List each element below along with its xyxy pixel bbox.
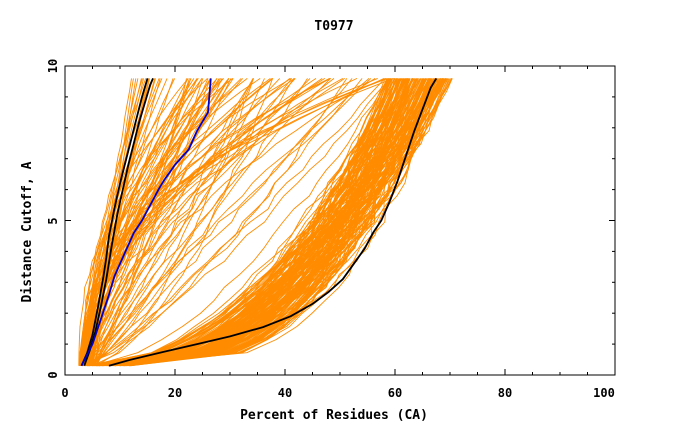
model-curve-middle — [92, 78, 308, 367]
y-axis-label: Distance Cutoff, A — [20, 161, 35, 302]
model-curve-dense — [96, 78, 414, 367]
model-curve-middle — [88, 78, 261, 366]
model-curve-dense — [108, 78, 406, 367]
y-tick-label-5: 5 — [46, 217, 60, 224]
model-curve-middle — [87, 77, 330, 366]
model-curve-dense — [110, 78, 441, 367]
model-curve-middle — [78, 78, 233, 366]
model-curve-dense — [92, 78, 402, 367]
x-tick-label-20: 20 — [168, 386, 182, 400]
model-curve-middle — [95, 78, 254, 366]
model-curve-dense — [105, 78, 430, 367]
x-tick-label-40: 40 — [278, 386, 292, 400]
black-model-1 — [83, 78, 154, 367]
model-curve-middle — [90, 78, 254, 367]
model-curve-middle — [95, 78, 281, 366]
black-model-2 — [80, 78, 149, 367]
x-tick-label-60: 60 — [388, 386, 402, 400]
model-curve-middle — [82, 78, 348, 367]
model-curve-middle — [81, 78, 391, 367]
model-curve-middle — [79, 78, 372, 366]
series-layer — [78, 77, 453, 367]
model-curve-middle — [83, 78, 208, 366]
model-curve-middle — [84, 77, 385, 366]
model-curve-dense — [99, 78, 395, 367]
model-curve-middle — [78, 78, 295, 367]
model-curve-dense — [88, 78, 449, 367]
model-curve-dense — [98, 78, 442, 367]
model-curve-middle — [86, 78, 363, 367]
tick-layer — [64, 65, 616, 376]
y-tick-label-10: 10 — [46, 59, 60, 73]
black-model-3 — [108, 77, 438, 367]
model-curve-middle — [83, 78, 232, 366]
blue-model — [80, 78, 212, 367]
model-curve-dense — [102, 78, 433, 367]
model-curve-middle — [89, 78, 248, 366]
x-tick-label-100: 100 — [593, 386, 615, 400]
model-curve-dense — [98, 78, 446, 367]
model-curve-middle — [82, 78, 254, 367]
model-curve-middle — [90, 78, 265, 367]
model-curve-middle — [83, 78, 386, 367]
model-curve-middle — [79, 78, 220, 366]
x-tick-label-0: 0 — [61, 386, 68, 400]
model-curve-middle — [83, 78, 242, 366]
chart-title: T0977 — [314, 19, 353, 34]
model-curve-dense — [84, 78, 446, 367]
model-curve-middle — [96, 78, 370, 366]
model-curve-dense — [94, 78, 403, 367]
model-curve-middle — [90, 78, 353, 367]
model-curve-middle — [90, 78, 335, 366]
model-curve-middle — [93, 78, 389, 367]
y-tick-label-0: 0 — [46, 371, 60, 378]
x-axis-label: Percent of Residues (CA) — [240, 408, 428, 423]
model-curve-dense — [86, 78, 428, 367]
model-curve-middle — [79, 78, 296, 366]
model-curve-middle — [82, 78, 271, 366]
x-tick-label-80: 80 — [498, 386, 512, 400]
model-curve-middle — [94, 78, 376, 366]
model-curve-steep — [84, 78, 156, 366]
model-curve-middle — [80, 78, 323, 366]
